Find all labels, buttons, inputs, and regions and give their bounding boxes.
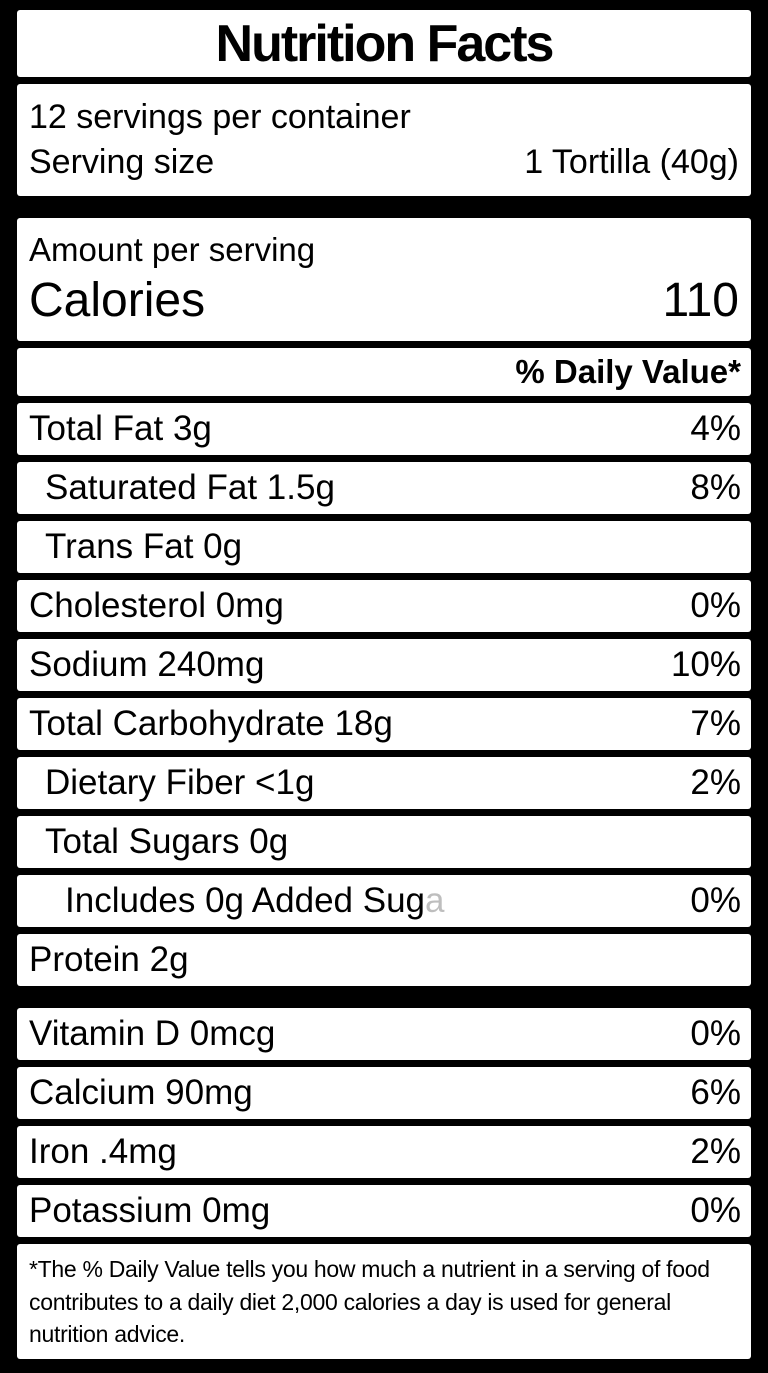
nutrient-name: Protein 2g xyxy=(29,940,189,979)
calories-row: Calories 110 xyxy=(29,273,739,328)
servings-per-container: 12 servings per container xyxy=(29,98,411,136)
nutrient-dv: 2% xyxy=(690,1132,741,1171)
calories-value: 110 xyxy=(662,274,739,328)
nutrient-name: Includes 0g Added Suga xyxy=(65,881,445,920)
nutrient-name: Iron .4mg xyxy=(29,1132,177,1171)
nutrient-name: Sodium 240mg xyxy=(29,645,265,684)
nutrient-dv: 8% xyxy=(690,468,741,507)
amount-per-serving: Amount per serving xyxy=(29,230,316,268)
serving-info-box: 12 servings per container Serving size 1… xyxy=(17,84,751,196)
daily-value-header: % Daily Value* xyxy=(515,353,741,390)
nutrient-row-added-sugars: Includes 0g Added Suga 0% xyxy=(17,875,751,927)
nutrient-row-saturated-fat: Saturated Fat 1.5g 8% xyxy=(17,462,751,514)
calories-box: Amount per serving Calories 110 xyxy=(17,218,751,341)
section-divider xyxy=(17,203,751,211)
nutrient-row-dietary-fiber: Dietary Fiber <1g 2% xyxy=(17,757,751,809)
nutrient-name: Calcium 90mg xyxy=(29,1073,253,1112)
nutrient-dv: 0% xyxy=(690,1191,741,1230)
nutrient-row-cholesterol: Cholesterol 0mg 0% xyxy=(17,580,751,632)
nutrient-dv: 4% xyxy=(690,409,741,448)
nutrient-name: Potassium 0mg xyxy=(29,1191,271,1230)
clipped-character: a xyxy=(425,881,445,920)
serving-size-row: Serving size 1 Tortilla (40g) xyxy=(29,143,739,182)
label-title: Nutrition Facts xyxy=(215,14,555,73)
daily-value-header-box: % Daily Value* xyxy=(17,348,751,396)
nutrient-name: Total Fat 3g xyxy=(29,409,212,448)
nutrient-dv: 10% xyxy=(670,645,741,684)
section-divider xyxy=(17,993,751,1001)
footnote-line: nutrition advice. xyxy=(29,1321,185,1348)
nutrient-row-total-fat: Total Fat 3g 4% xyxy=(17,403,751,455)
micronutrient-row-vitamin-d: Vitamin D 0mcg 0% xyxy=(17,1008,751,1060)
nutrient-row-protein: Protein 2g xyxy=(17,934,751,986)
nutrient-row-trans-fat: Trans Fat 0g xyxy=(17,521,751,573)
micronutrient-row-calcium: Calcium 90mg 6% xyxy=(17,1067,751,1119)
serving-size-value: 1 Tortilla (40g) xyxy=(524,143,739,181)
nutrient-dv: 0% xyxy=(690,1014,741,1053)
calories-label: Calories xyxy=(29,274,206,328)
nutrient-name: Dietary Fiber <1g xyxy=(45,763,315,802)
nutrient-name: Cholesterol 0mg xyxy=(29,586,284,625)
serving-size-label: Serving size xyxy=(29,143,215,181)
micronutrient-row-potassium: Potassium 0mg 0% xyxy=(17,1185,751,1237)
title-box: Nutrition Facts xyxy=(17,10,751,77)
nutrient-dv: 0% xyxy=(690,586,741,625)
nutrient-name: Trans Fat 0g xyxy=(45,527,243,566)
nutrient-dv: 0% xyxy=(690,881,741,920)
nutrient-dv: 6% xyxy=(690,1073,741,1112)
nutrient-row-sodium: Sodium 240mg 10% xyxy=(17,639,751,691)
footnote-box: *The % Daily Value tells you how much a … xyxy=(17,1244,751,1359)
nutrient-name: Vitamin D 0mcg xyxy=(29,1014,276,1053)
footnote-line: contributes to a daily diet 2,000 calori… xyxy=(29,1288,671,1315)
nutrient-name: Total Carbohydrate 18g xyxy=(29,704,393,743)
nutrient-row-total-carbohydrate: Total Carbohydrate 18g 7% xyxy=(17,698,751,750)
nutrient-dv: 2% xyxy=(690,763,741,802)
footnote-line: *The % Daily Value tells you how much a … xyxy=(29,1256,710,1282)
nutrient-name: Saturated Fat 1.5g xyxy=(45,468,335,507)
nutrient-dv: 7% xyxy=(690,704,741,743)
nutrient-row-total-sugars: Total Sugars 0g xyxy=(17,816,751,868)
micronutrient-row-iron: Iron .4mg 2% xyxy=(17,1126,751,1178)
nutrient-name: Total Sugars 0g xyxy=(45,822,289,861)
